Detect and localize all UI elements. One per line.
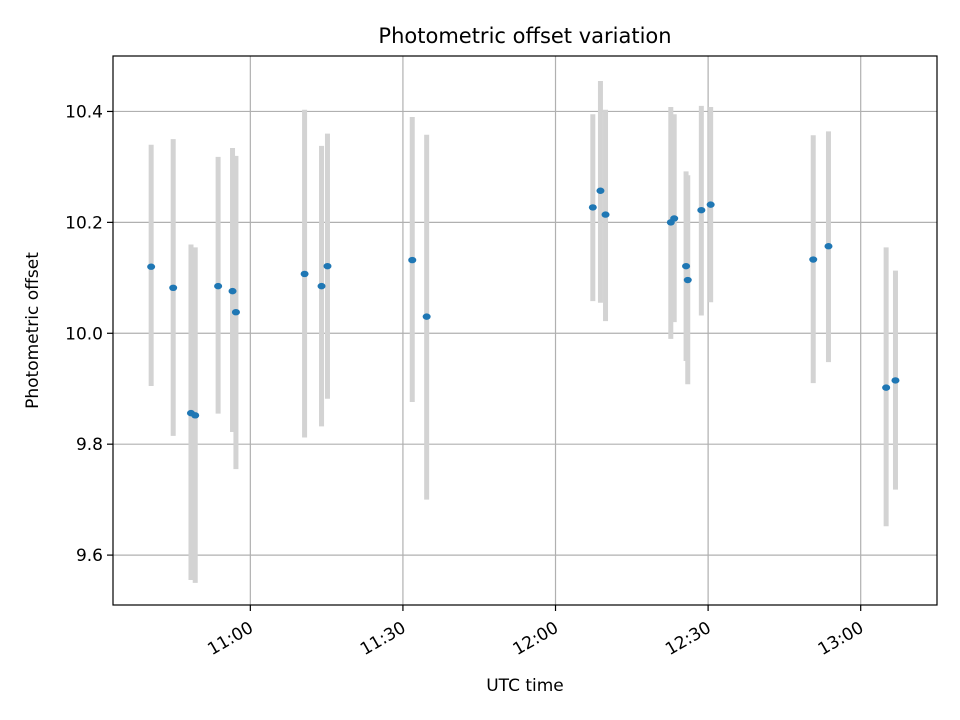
data-point	[588, 204, 597, 211]
data-point	[670, 215, 679, 222]
data-point	[601, 211, 610, 218]
data-point	[231, 309, 240, 316]
data-points	[147, 187, 900, 419]
data-point	[323, 262, 332, 270]
data-point	[824, 243, 833, 250]
data-point	[422, 313, 431, 320]
plot-frame	[112, 55, 938, 606]
data-point	[408, 256, 417, 264]
chart-title: Photometric offset variation	[378, 24, 671, 48]
data-point	[147, 263, 156, 270]
data-point	[706, 201, 715, 208]
data-point	[214, 282, 223, 290]
data-point	[882, 384, 891, 391]
y-axis-label: Photometric offset	[23, 252, 43, 409]
data-point	[891, 377, 900, 384]
data-point	[809, 256, 818, 263]
data-point	[191, 412, 200, 419]
data-point	[228, 287, 237, 295]
y-tick-label: 10.2	[65, 213, 103, 233]
y-tick-label: 10.0	[65, 324, 103, 344]
data-point	[300, 270, 309, 278]
data-point	[317, 282, 326, 290]
x-axis-label: UTC time	[486, 676, 564, 696]
data-point	[169, 284, 178, 291]
y-tick-label: 9.6	[76, 546, 103, 566]
grid	[113, 56, 937, 605]
data-point	[682, 262, 691, 270]
y-tick-label: 10.4	[65, 102, 103, 122]
data-point	[596, 187, 605, 194]
data-point	[697, 206, 706, 214]
data-point	[683, 276, 692, 284]
y-tick-label: 9.8	[76, 435, 103, 455]
